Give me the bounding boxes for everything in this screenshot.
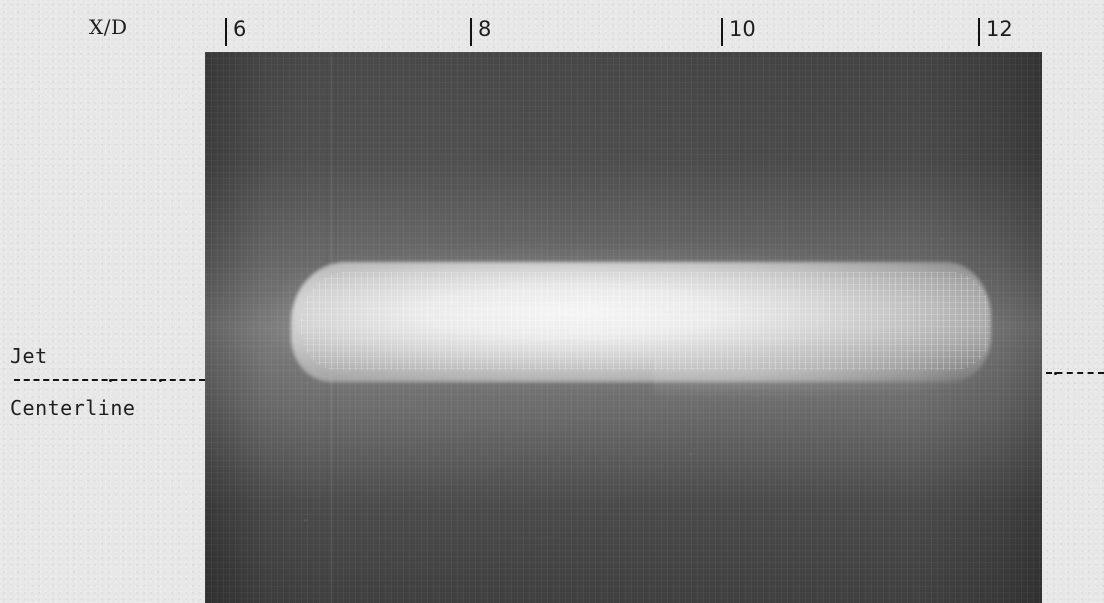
tick-mark (978, 18, 980, 46)
centerline-left (14, 379, 205, 382)
tick-mark (721, 18, 723, 46)
tick-6: 6 (225, 18, 246, 48)
tick-mark (225, 18, 227, 46)
tick-label-12: 12 (986, 17, 1013, 41)
tick-label-8: 8 (478, 17, 492, 41)
centerline-right (1046, 372, 1104, 375)
axis-label: X/D (89, 15, 128, 39)
centerline-dot (159, 379, 162, 382)
jet-label: Jet (10, 344, 48, 368)
centerline-dot (109, 379, 112, 382)
tick-10: 10 (721, 18, 756, 48)
jet-tail (653, 352, 993, 402)
tick-8: 8 (470, 18, 491, 48)
jet-core-grid (301, 272, 991, 370)
jet-core (291, 262, 991, 382)
tick-mark (470, 18, 472, 46)
centerline-dot (1054, 372, 1057, 375)
tick-label-10: 10 (729, 17, 756, 41)
tick-label-6: 6 (233, 17, 247, 41)
photo-specks (205, 52, 1042, 603)
jet-photograph (205, 52, 1042, 603)
tick-12: 12 (978, 18, 1013, 48)
centerline-label: Centerline (10, 396, 136, 420)
